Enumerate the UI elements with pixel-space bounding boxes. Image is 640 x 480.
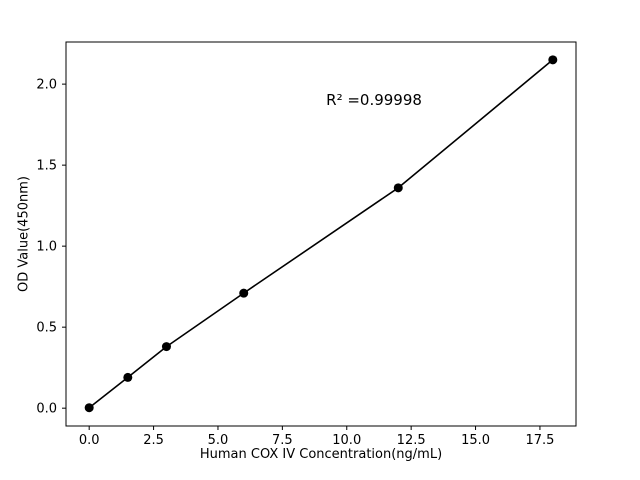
x-tick-label: 15.0 [461,433,490,448]
y-tick-label: 1.0 [36,240,57,255]
x-tick-label: 0.0 [79,433,100,448]
data-point [161,342,171,352]
y-tick-label: 0.0 [36,402,57,417]
data-point [84,403,94,413]
y-axis-label: OD Value(450nm) [16,176,32,292]
data-point [123,372,133,382]
x-tick-label: 7.5 [272,433,293,448]
data-point [548,55,558,65]
y-tick-label: 1.5 [36,159,57,174]
x-tick-label: 10.0 [332,433,361,448]
data-point [239,288,249,298]
data-point [393,183,403,193]
fit-line [88,59,554,409]
y-tick-label: 2.0 [36,78,57,93]
x-tick-label: 17.5 [525,433,554,448]
x-tick-label: 5.0 [208,433,229,448]
plot-border [65,41,577,427]
x-tick-label: 2.5 [143,433,164,448]
y-tick-label: 0.5 [36,321,57,336]
x-tick-label: 12.5 [397,433,426,448]
r-squared-annotation: R² =0.99998 [326,91,422,110]
x-axis-label: Human COX IV Concentration(ng/mL) [199,447,443,462]
